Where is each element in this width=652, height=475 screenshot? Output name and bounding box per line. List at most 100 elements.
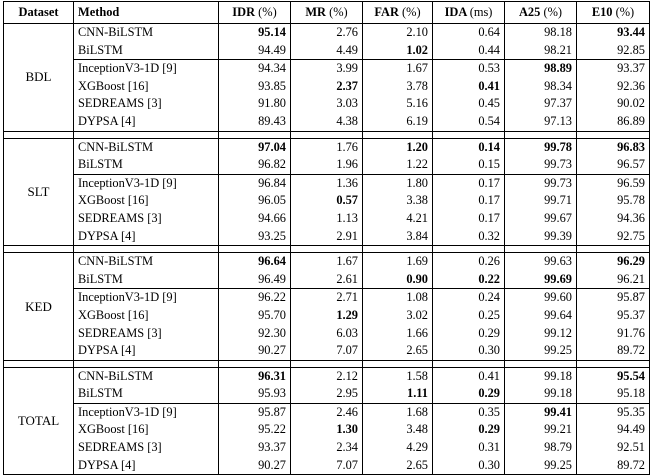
- spacer-cell: [290, 360, 363, 368]
- idr-cell: 96.82: [218, 156, 291, 175]
- a25-cell: 98.21: [504, 41, 577, 60]
- mr-cell: 1.36: [290, 173, 363, 193]
- column-header-ida: IDA (ms): [432, 1, 505, 24]
- e10-cell: 92.85: [576, 41, 650, 60]
- far-cell: 1.11: [362, 385, 433, 404]
- e10-cell: 89.72: [576, 456, 650, 475]
- ida-cell: 0.22: [432, 270, 505, 289]
- table-row: BiLSTM 95.93 2.95 1.11 0.29 99.18 95.18: [4, 385, 650, 404]
- mr-cell: 2.61: [290, 270, 363, 289]
- spacer-cell: [362, 131, 433, 139]
- e10-cell: 90.02: [576, 95, 650, 113]
- mr-cell: 2.37: [290, 77, 363, 96]
- idr-cell: 94.49: [218, 41, 291, 60]
- ida-cell: 0.41: [432, 366, 505, 386]
- spacer-cell: [432, 245, 505, 253]
- column-header-method: Method: [73, 1, 219, 24]
- a25-cell: 98.79: [504, 439, 577, 457]
- far-cell: 4.21: [362, 209, 433, 228]
- mr-cell: 1.30: [290, 421, 363, 440]
- far-cell: 5.16: [362, 95, 433, 113]
- mr-cell: 1.29: [290, 306, 363, 325]
- results-table-wrapper: Dataset Method IDR (%) MR (%) FAR (%) ID…: [3, 1, 650, 475]
- e10-cell: 91.76: [576, 324, 650, 343]
- far-cell: 1.69: [362, 252, 433, 271]
- mr-cell: 7.07: [290, 456, 363, 475]
- ida-cell: 0.24: [432, 288, 505, 307]
- table-row: InceptionV3-1D [9] 95.87 2.46 1.68 0.35 99.41…: [4, 402, 650, 422]
- table-row: KED CNN-BiLSTM 96.64 1.67 1.69 0.26 99.63 96.29: [3, 252, 650, 361]
- mr-cell: 2.76: [290, 22, 363, 42]
- method-cell: SEDREAMS [3]: [73, 209, 219, 228]
- spacer-cell: [218, 360, 291, 368]
- spacer-cell: [290, 245, 363, 253]
- dataset-label: KED: [3, 252, 74, 361]
- table-row: DYPSA [4] 89.43 4.38 6.19 0.54 97.13 86.89: [4, 112, 650, 132]
- idr-cell: 95.87: [218, 402, 291, 422]
- mr-cell: 4.38: [290, 112, 363, 132]
- spacer-cell: [73, 245, 219, 253]
- mr-cell: 2.46: [290, 402, 363, 422]
- mr-cell: 2.71: [290, 288, 363, 307]
- a25-cell: 99.67: [504, 209, 577, 228]
- far-cell: 2.65: [362, 456, 433, 475]
- method-cell: SEDREAMS [3]: [73, 439, 219, 457]
- far-cell: 2.65: [362, 342, 433, 361]
- spacer-cell: [504, 360, 577, 368]
- e10-cell: 95.18: [576, 385, 650, 404]
- method-cell: InceptionV3-1D [9]: [73, 173, 219, 193]
- far-cell: 0.90: [362, 270, 433, 289]
- method-cell: XGBoost [16]: [73, 77, 219, 96]
- method-cell: CNN-BiLSTM: [73, 366, 219, 386]
- a25-cell: 99.18: [504, 385, 577, 404]
- ida-cell: 0.44: [432, 41, 505, 60]
- mr-cell: 1.67: [290, 252, 363, 271]
- group-spacer: [3, 360, 650, 368]
- far-cell: 4.29: [362, 439, 433, 457]
- table-row: BDL CNN-BiLSTM 95.14 2.76 2.10 0.64 98.18 93.44: [3, 22, 650, 132]
- ida-cell: 0.32: [432, 227, 505, 247]
- far-cell: 3.48: [362, 421, 433, 440]
- idr-cell: 94.34: [218, 59, 291, 78]
- spacer-cell: [290, 131, 363, 139]
- ida-cell: 0.30: [432, 456, 505, 475]
- a25-cell: 99.73: [504, 173, 577, 193]
- table-header-row: Dataset Method IDR (%) MR (%) FAR (%) ID…: [3, 1, 650, 24]
- mr-cell: 2.12: [290, 366, 363, 386]
- spacer-cell: [73, 360, 219, 368]
- a25-cell: 98.34: [504, 77, 577, 96]
- mr-cell: 2.91: [290, 227, 363, 247]
- ida-cell: 0.29: [432, 421, 505, 440]
- spacer-cell: [73, 131, 219, 139]
- e10-cell: 92.51: [576, 439, 650, 457]
- spacer-cell: [362, 360, 433, 368]
- mr-cell: 0.57: [290, 192, 363, 210]
- far-cell: 1.02: [362, 41, 433, 60]
- ida-cell: 0.54: [432, 112, 505, 132]
- e10-cell: 93.37: [576, 59, 650, 78]
- table-row: TOTAL CNN-BiLSTM 96.31 2.12 1.58 0.41 99.18 95.…: [3, 366, 650, 475]
- mr-cell: 1.13: [290, 209, 363, 228]
- spacer-cell: [504, 245, 577, 253]
- table-row: XGBoost [16] 96.05 0.57 3.38 0.17 99.71 95.78: [4, 192, 650, 210]
- table-row: InceptionV3-1D [9] 96.22 2.71 1.08 0.24 99.60…: [4, 288, 650, 307]
- method-cell: InceptionV3-1D [9]: [73, 402, 219, 422]
- far-cell: 1.08: [362, 288, 433, 307]
- ida-cell: 0.30: [432, 342, 505, 361]
- column-header-far: FAR (%): [362, 1, 433, 24]
- method-cell: DYPSA [4]: [73, 227, 219, 247]
- a25-cell: 99.73: [504, 156, 577, 175]
- method-cell: SEDREAMS [3]: [73, 95, 219, 113]
- spacer-cell: [432, 131, 505, 139]
- spacer-cell: [576, 131, 650, 139]
- ida-cell: 0.35: [432, 402, 505, 422]
- spacer-cell: [362, 245, 433, 253]
- far-cell: 1.80: [362, 173, 433, 193]
- ida-cell: 0.29: [432, 324, 505, 343]
- a25-cell: 97.13: [504, 112, 577, 132]
- e10-cell: 92.75: [576, 227, 650, 247]
- mr-cell: 1.76: [290, 137, 363, 157]
- method-cell: DYPSA [4]: [73, 112, 219, 132]
- table-row: BiLSTM 94.49 4.49 1.02 0.44 98.21 92.85: [4, 41, 650, 60]
- e10-cell: 96.59: [576, 173, 650, 193]
